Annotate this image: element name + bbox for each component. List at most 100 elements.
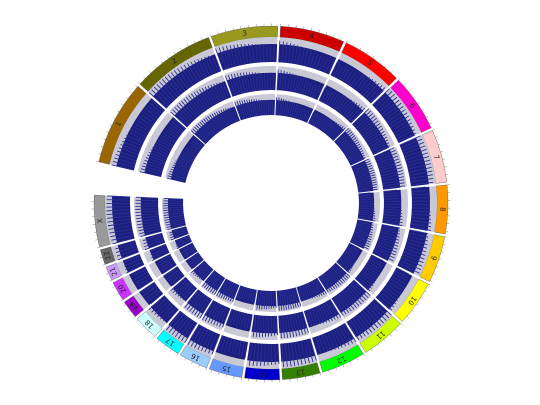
ideogram-tick xyxy=(173,52,176,55)
track-texture xyxy=(222,109,232,125)
track-texture xyxy=(220,280,231,299)
track-texture xyxy=(358,194,372,197)
chromosome-label: 14 xyxy=(257,370,267,378)
track-texture xyxy=(219,307,228,327)
track-texture xyxy=(240,44,246,65)
track-texture xyxy=(255,72,259,91)
track-texture xyxy=(405,244,427,253)
track-texture xyxy=(122,140,141,150)
track-texture xyxy=(191,257,203,267)
track-texture xyxy=(190,325,203,347)
track-texture xyxy=(184,322,198,344)
track-texture xyxy=(197,123,212,139)
chromosome-label: 18 xyxy=(144,318,156,330)
ideogram-tick xyxy=(123,304,127,307)
track-texture xyxy=(285,289,290,310)
track-texture xyxy=(249,314,253,330)
track-texture xyxy=(218,279,229,298)
track-signal xyxy=(168,310,197,339)
track-texture xyxy=(275,97,278,116)
track-texture xyxy=(321,58,328,72)
track-texture xyxy=(124,258,142,267)
track-texture xyxy=(304,284,311,299)
track-texture xyxy=(355,277,371,292)
track-texture xyxy=(193,60,205,80)
track-texture xyxy=(297,341,303,365)
track-texture xyxy=(150,149,168,158)
track-texture xyxy=(336,97,347,112)
track-texture xyxy=(164,214,184,219)
track-texture xyxy=(274,343,276,365)
track-texture xyxy=(379,234,400,241)
ideogram-tick xyxy=(411,310,414,312)
track-texture xyxy=(255,315,260,338)
track-texture xyxy=(161,78,179,98)
track-texture xyxy=(324,272,338,288)
track-texture xyxy=(256,290,260,310)
track-texture xyxy=(220,336,227,352)
track-texture xyxy=(196,297,210,318)
track-texture xyxy=(189,144,200,153)
track-texture xyxy=(388,112,408,126)
track-texture xyxy=(305,283,314,299)
track-texture xyxy=(115,245,137,253)
track-texture xyxy=(278,40,281,63)
track-texture xyxy=(399,135,421,146)
track-texture xyxy=(354,230,372,238)
ideogram-tick xyxy=(425,115,429,118)
track-texture xyxy=(233,44,240,66)
track-texture xyxy=(383,216,403,220)
track-texture xyxy=(379,167,403,174)
track-texture xyxy=(287,342,292,367)
track-texture xyxy=(210,84,221,103)
track-texture xyxy=(279,315,282,339)
track-texture xyxy=(153,144,171,154)
chromosome-label: 11 xyxy=(375,329,387,341)
track-texture xyxy=(153,86,172,104)
ideogram-tick xyxy=(424,290,427,293)
track-texture xyxy=(357,115,376,131)
track-texture xyxy=(229,107,237,123)
track-texture xyxy=(151,249,169,259)
track-texture xyxy=(112,160,135,168)
ideogram-tick xyxy=(359,47,362,51)
ideogram-tick xyxy=(366,51,369,55)
track-texture xyxy=(263,100,266,116)
track-texture xyxy=(294,341,299,366)
track-texture xyxy=(148,295,166,311)
ideogram-tick xyxy=(233,376,235,379)
track-texture xyxy=(341,254,355,265)
track-texture xyxy=(376,243,397,253)
track-texture xyxy=(165,218,185,224)
ideogram-tick xyxy=(310,28,312,31)
track-texture xyxy=(332,265,347,281)
track-texture xyxy=(135,196,159,199)
ideogram-tick xyxy=(163,344,166,348)
track-texture xyxy=(138,225,161,232)
track-texture xyxy=(171,166,189,174)
ideogram-tick xyxy=(157,340,160,343)
track-texture xyxy=(176,240,193,250)
track-texture xyxy=(197,328,209,350)
track-texture xyxy=(205,117,218,134)
chromosome-label: 9 xyxy=(429,255,438,262)
track-texture xyxy=(357,215,376,219)
track-texture xyxy=(338,326,350,346)
track-texture xyxy=(184,289,200,309)
track-texture xyxy=(224,75,234,97)
track-texture xyxy=(207,274,221,292)
track-texture xyxy=(290,342,296,367)
track-texture xyxy=(402,254,424,264)
track-texture xyxy=(329,299,342,318)
track-texture xyxy=(248,99,254,118)
track-texture xyxy=(163,133,177,142)
track-texture xyxy=(140,230,162,238)
track-texture xyxy=(298,107,304,120)
track-texture xyxy=(377,238,399,247)
track-texture xyxy=(367,305,384,324)
track-texture xyxy=(159,257,173,266)
track-texture xyxy=(211,113,223,130)
track-texture xyxy=(144,159,165,168)
track-texture xyxy=(255,44,259,63)
track-texture xyxy=(174,162,190,170)
